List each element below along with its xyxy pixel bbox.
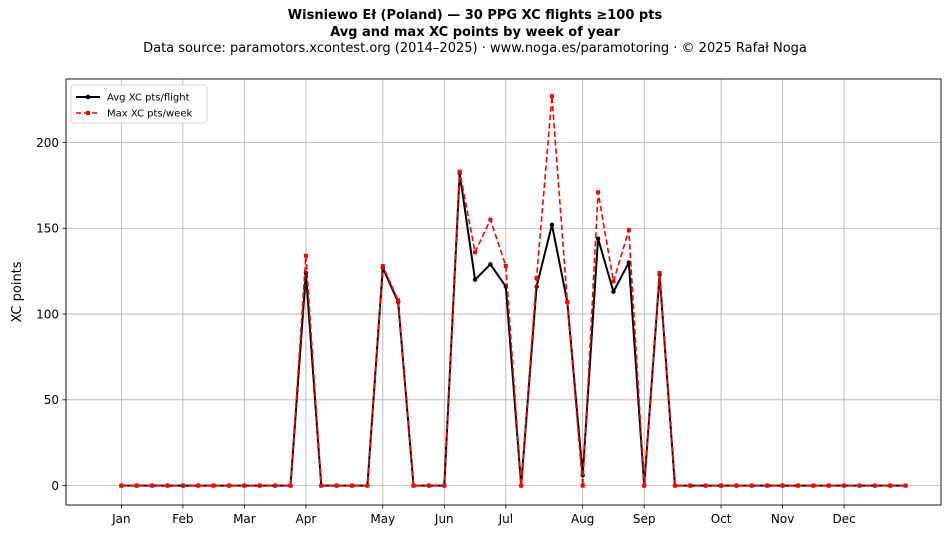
data-point-max	[273, 483, 278, 488]
data-point-max	[719, 483, 724, 488]
legend-max-label: Max XC pts/week	[107, 109, 192, 120]
data-point-avg	[611, 289, 616, 294]
chart-subtitle: Avg and max XC points by week of year	[330, 24, 620, 40]
data-point-max	[857, 483, 862, 488]
data-point-max	[888, 483, 893, 488]
data-point-max	[549, 94, 554, 99]
y-tick-label: 0	[51, 479, 59, 493]
data-point-max	[519, 483, 524, 488]
data-point-avg	[549, 222, 555, 228]
y-tick-label: 50	[44, 393, 59, 407]
x-tick-label: Jun	[434, 512, 454, 526]
data-point-max	[334, 483, 339, 488]
chart-titles: Wisniewo Eł (Poland) — 30 PPG XC flights…	[0, 8, 950, 58]
data-point-max	[842, 483, 847, 488]
data-point-max	[242, 483, 247, 488]
data-point-max	[442, 483, 447, 488]
data-point-max	[134, 483, 139, 488]
x-tick-label: Mar	[233, 512, 256, 526]
data-point-max	[257, 483, 262, 488]
data-point-max	[396, 298, 401, 303]
data-point-max	[150, 483, 155, 488]
data-point-max	[196, 483, 201, 488]
data-source-note: Data source: paramotors.xcontest.org (20…	[143, 41, 807, 56]
data-point-max	[180, 483, 185, 488]
legend-avg-label: Avg XC pts/flight	[107, 93, 190, 104]
data-point-max	[350, 483, 355, 488]
data-point-max	[657, 270, 662, 275]
y-axis: 0 50 100 150 200	[36, 136, 66, 493]
x-tick-label: May	[370, 512, 395, 526]
data-point-max	[534, 276, 539, 281]
x-tick-label: Oct	[711, 512, 732, 526]
data-point-max	[380, 264, 385, 269]
data-point-max	[211, 483, 216, 488]
data-point-max	[457, 169, 462, 174]
data-point-max	[903, 483, 908, 488]
data-point-max	[426, 483, 431, 488]
data-point-max	[611, 279, 616, 284]
data-point-max	[826, 483, 831, 488]
data-point-max	[288, 483, 293, 488]
data-point-max	[765, 483, 770, 488]
x-tick-label: Nov	[771, 512, 794, 526]
data-point-max	[165, 483, 170, 488]
y-tick-label: 150	[36, 222, 59, 236]
data-point-max	[749, 483, 754, 488]
legend-box	[70, 84, 208, 124]
data-point-max	[565, 300, 570, 305]
data-point-max	[411, 483, 416, 488]
legend-avg-marker	[85, 94, 91, 100]
x-tick-label: Aug	[571, 512, 594, 526]
grid-lines	[66, 79, 941, 505]
data-point-avg	[595, 236, 601, 241]
y-tick-label: 100	[36, 307, 59, 321]
data-point-max	[672, 483, 677, 488]
x-tick-label: Apr	[296, 512, 317, 526]
data-point-max	[642, 483, 647, 488]
x-tick-label: Dec	[833, 512, 856, 526]
data-point-max	[365, 483, 370, 488]
plot-frame	[65, 78, 942, 506]
y-tick-label: 200	[36, 136, 59, 150]
series-line-avg	[121, 172, 906, 487]
data-point-max	[703, 483, 708, 488]
x-tick-label: Jul	[498, 512, 513, 526]
x-tick-label: Jan	[111, 512, 131, 526]
data-point-max	[119, 483, 124, 488]
data-point-max	[488, 217, 493, 222]
series-line-max	[121, 95, 906, 487]
data-point-max	[872, 483, 877, 488]
data-point-max	[596, 190, 601, 195]
x-axis: Jan Feb Mar Apr May Jun Jul Aug Sep Oct Nov Dec	[111, 505, 856, 526]
chart-title: Wisniewo Eł (Poland) — 30 PPG XC flights…	[287, 8, 663, 23]
data-point-max	[688, 483, 693, 488]
data-point-avg	[472, 277, 478, 282]
data-point-max	[503, 264, 508, 269]
data-point-max	[473, 250, 478, 255]
data-point-avg	[488, 262, 493, 267]
x-tick-label: Sep	[633, 512, 656, 526]
legend: Avg XC pts/flight Max XC pts/week	[70, 84, 208, 124]
y-axis-title: XC points	[10, 261, 25, 322]
data-point-max	[795, 483, 800, 488]
data-point-max	[780, 483, 785, 488]
data-point-max	[626, 227, 631, 232]
legend-max-marker	[86, 111, 90, 115]
series-layer	[119, 94, 908, 488]
data-point-max	[227, 483, 232, 488]
data-point-max	[580, 483, 585, 488]
x-tick-label: Feb	[172, 512, 193, 526]
data-point-max	[303, 253, 308, 258]
data-point-max	[734, 483, 739, 488]
data-point-max	[319, 483, 324, 488]
data-point-max	[811, 483, 816, 488]
